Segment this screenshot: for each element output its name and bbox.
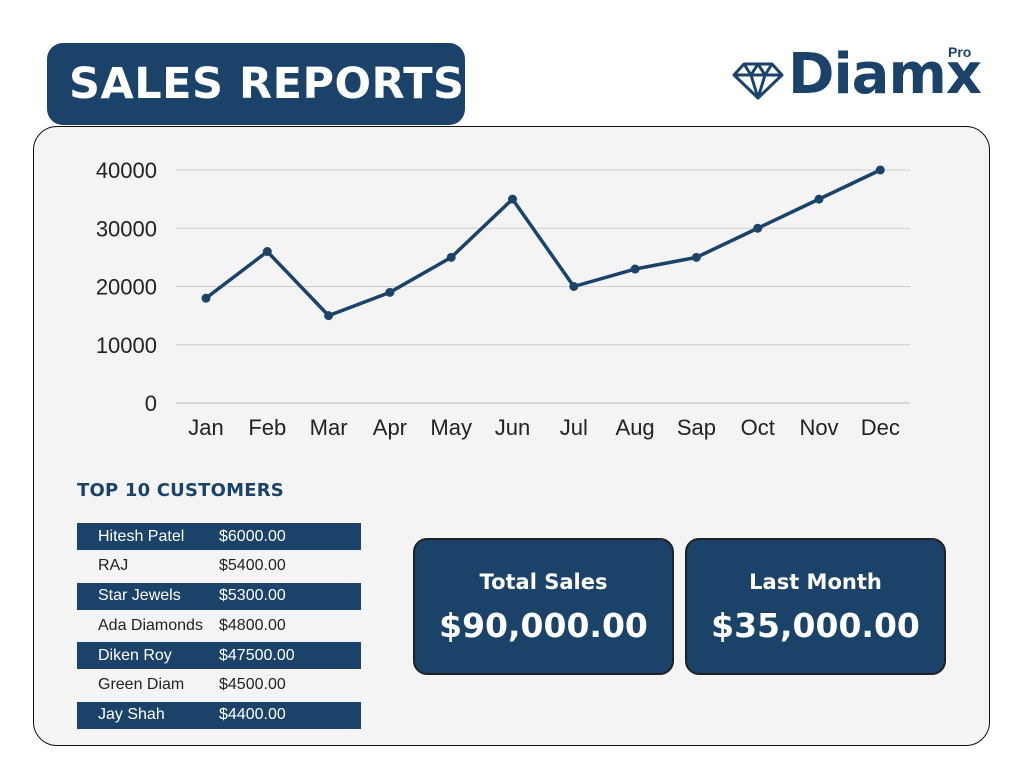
customer-amount: $6000.00 xyxy=(219,527,286,545)
data-point xyxy=(446,252,456,262)
customer-name: Ada Diamonds xyxy=(98,616,203,634)
x-tick-label: Jul xyxy=(560,415,588,440)
x-tick-label: Dec xyxy=(861,415,900,440)
y-tick-label: 0 xyxy=(145,391,157,416)
customers-table: Hitesh Patel $6000.00 RAJ $5400.00 Star Jewe… xyxy=(77,523,361,732)
customer-amount: $47500.00 xyxy=(219,646,295,664)
diamond-icon xyxy=(732,62,784,100)
total-sales-value: $90,000.00 xyxy=(439,606,648,645)
brand-name: Diamx xyxy=(788,42,982,107)
pro-badge: Pro xyxy=(948,44,972,60)
y-tick-label: 40000 xyxy=(96,158,157,183)
y-tick-label: 20000 xyxy=(96,275,157,300)
title-banner: SALES REPORTS xyxy=(47,43,465,125)
last-month-card: Last Month $35,000.00 xyxy=(685,538,946,675)
data-point xyxy=(569,282,579,291)
x-tick-label: Jan xyxy=(188,415,223,440)
data-point xyxy=(691,252,701,262)
data-point xyxy=(753,223,763,233)
customer-amount: $5400.00 xyxy=(219,557,286,575)
customer-row: Star Jewels $5300.00 xyxy=(77,582,361,610)
x-tick-label: May xyxy=(430,415,472,440)
customer-name: Star Jewels xyxy=(98,587,181,605)
brand-logo: Diamx Pro xyxy=(726,40,986,110)
x-tick-label: Feb xyxy=(248,415,286,440)
customers-title: TOP 10 CUSTOMERS xyxy=(77,480,284,501)
last-month-value: $35,000.00 xyxy=(711,606,920,645)
customer-row: RAJ $5400.00 xyxy=(77,553,361,580)
last-month-label: Last Month xyxy=(749,570,882,594)
customer-amount: $4500.00 xyxy=(219,676,286,694)
page-title: SALES REPORTS xyxy=(69,59,465,109)
x-tick-label: Mar xyxy=(310,415,348,440)
customer-name: Jay Shah xyxy=(98,706,165,724)
x-tick-label: Nov xyxy=(799,415,838,440)
customer-amount: $4800.00 xyxy=(219,616,286,634)
total-sales-card: Total Sales $90,000.00 xyxy=(413,538,674,675)
customer-name: Hitesh Patel xyxy=(98,527,185,545)
customer-name: Diken Roy xyxy=(98,646,172,664)
data-point xyxy=(630,264,640,274)
customer-name: Green Diam xyxy=(98,676,185,694)
data-point xyxy=(262,247,272,257)
x-tick-label: Aug xyxy=(616,415,655,440)
x-tick-label: Sap xyxy=(677,415,716,440)
data-point xyxy=(508,194,517,204)
customer-row: Green Diam $4500.00 xyxy=(77,672,361,699)
data-point xyxy=(875,165,885,175)
customer-row: Ada Diamonds $4800.00 xyxy=(77,612,361,639)
x-tick-label: Jun xyxy=(495,415,530,440)
customer-amount: $5300.00 xyxy=(219,587,286,605)
data-point xyxy=(814,194,824,204)
customer-row: Hitesh Patel $6000.00 xyxy=(77,523,361,550)
data-point xyxy=(324,311,334,321)
x-tick-label: Oct xyxy=(741,415,775,440)
customer-row: Jay Shah $4400.00 xyxy=(77,701,361,729)
series-line xyxy=(204,168,883,318)
y-tick-label: 30000 xyxy=(96,216,157,241)
x-tick-label: Apr xyxy=(373,415,407,440)
customer-row: Diken Roy $47500.00 xyxy=(77,642,361,670)
y-tick-label: 10000 xyxy=(96,333,157,358)
total-sales-label: Total Sales xyxy=(479,570,608,594)
customer-name: RAJ xyxy=(98,557,129,575)
customer-amount: $4400.00 xyxy=(219,706,286,724)
sales-line-chart: 0 10000 20000 30000 40000 Jan Feb Mar Apr May Jun J… xyxy=(96,158,910,440)
data-point xyxy=(201,293,211,303)
data-point xyxy=(385,287,395,297)
